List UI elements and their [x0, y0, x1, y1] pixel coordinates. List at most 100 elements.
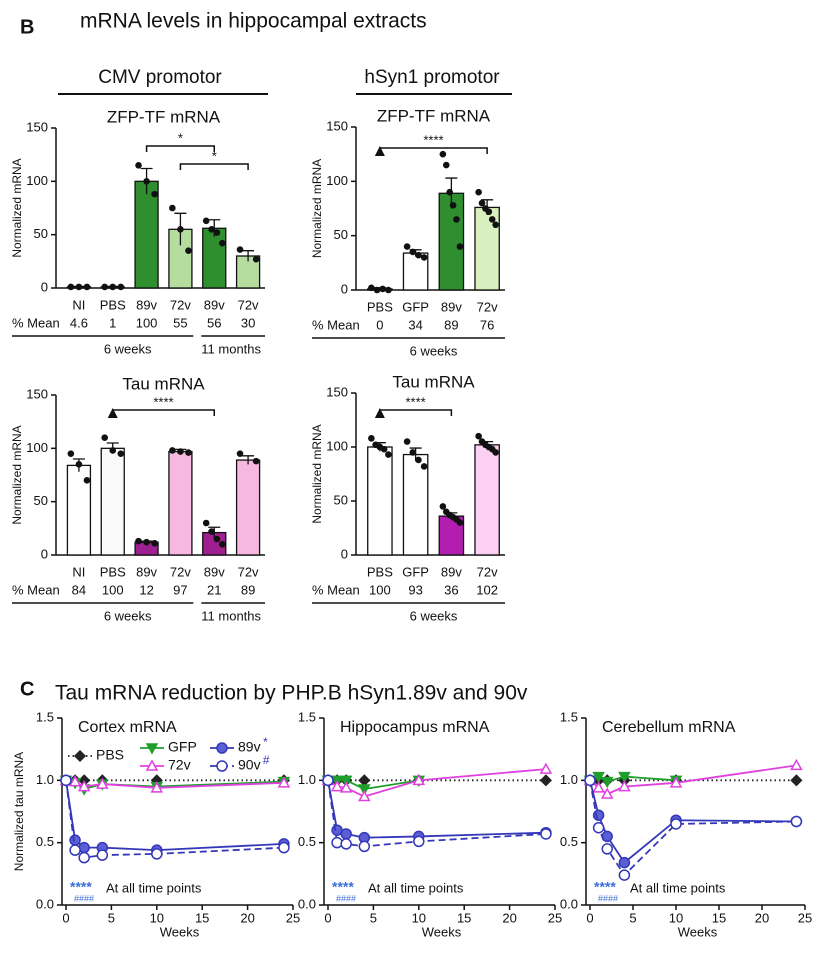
marker: [592, 809, 605, 821]
marker: [790, 758, 803, 771]
panel-title: mRNA levels in hippocampal extracts: [80, 10, 427, 33]
marker: [96, 777, 109, 789]
mean-label: 21: [207, 582, 221, 597]
mean-label: 89: [444, 317, 458, 332]
marker: [669, 776, 683, 788]
x-tick-label: 72v: [238, 297, 259, 312]
significance-label: ****: [423, 132, 443, 147]
data-point: [202, 519, 210, 527]
marker: [790, 815, 803, 828]
data-point: [446, 188, 453, 196]
data-point: [75, 461, 83, 468]
mean-label: 102: [476, 582, 498, 597]
bar: [438, 192, 465, 291]
x-tick-label: 0: [62, 910, 69, 925]
data-point: [453, 216, 460, 223]
legend-note: #: [263, 753, 270, 767]
data-point: [185, 449, 192, 456]
marker: [358, 784, 371, 796]
marker: [600, 776, 614, 789]
marker: [540, 828, 552, 840]
data-point: [252, 255, 260, 263]
data-point: [439, 150, 447, 158]
marker: [69, 844, 81, 856]
data-point: [385, 286, 392, 294]
mean-row-label: % Mean: [12, 582, 60, 597]
data-point: [409, 449, 417, 456]
x-tick-label: 20: [502, 910, 516, 925]
group-label: 6 weeks: [410, 343, 458, 358]
stat-label: ####: [598, 893, 618, 903]
mean-label: 84: [72, 582, 86, 597]
data-point: [415, 456, 422, 464]
y-tick-label: 1.5: [36, 709, 54, 724]
data-point: [385, 451, 392, 458]
marker: [73, 749, 87, 763]
data-point: [101, 283, 108, 291]
mean-label: 30: [241, 315, 255, 330]
marker: [618, 771, 631, 784]
data-point: [442, 161, 450, 169]
chart-title: ZFP-TF mRNA: [377, 106, 491, 125]
data-point: [236, 246, 244, 253]
arrowhead: [374, 146, 385, 156]
data-point: [135, 162, 142, 169]
mean-label: 4.6: [70, 315, 88, 330]
bar: [474, 444, 500, 556]
x-axis-label: Weeks: [678, 924, 718, 939]
data-point: [202, 217, 210, 225]
panel-title: Tau mRNA reduction by PHP.B hSyn1.89v an…: [55, 682, 528, 705]
y-tick-label: 100: [26, 173, 48, 188]
group-label: 11 months: [201, 341, 261, 356]
y-tick-label: 100: [326, 438, 348, 453]
significance-label: ****: [406, 394, 426, 409]
marker: [216, 742, 228, 754]
x-tick-label: PBS: [100, 564, 126, 579]
data-point: [75, 283, 83, 291]
section-title: hSyn1 promotor: [364, 67, 500, 88]
y-axis-label: Normalized tau mRNA: [12, 752, 26, 871]
data-point: [219, 541, 226, 548]
panel-label: C: [20, 678, 34, 700]
marker: [77, 780, 91, 792]
marker: [670, 818, 682, 830]
data-point: [109, 447, 117, 454]
significance-bracket: [112, 409, 215, 416]
marker: [339, 781, 353, 793]
x-tick-label: 5: [108, 910, 115, 925]
stat-label: ****: [594, 879, 616, 895]
stat-note: At all time points: [630, 880, 726, 895]
mean-row-label: % Mean: [312, 317, 360, 332]
data-point: [109, 283, 117, 291]
marker: [151, 848, 163, 860]
x-tick-label: 15: [195, 910, 209, 925]
y-tick-label: 0.5: [298, 834, 316, 849]
x-tick-label: 89v: [441, 299, 462, 314]
marker: [69, 834, 81, 846]
y-tick-label: 150: [326, 384, 348, 399]
marker: [145, 759, 159, 771]
stat-label: ####: [336, 893, 356, 903]
data-point: [67, 283, 75, 291]
y-tick-label: 50: [334, 227, 348, 242]
series-line: [327, 780, 546, 848]
marker: [322, 774, 334, 787]
marker: [216, 760, 228, 772]
x-tick-label: GFP: [402, 299, 429, 314]
marker: [339, 775, 353, 787]
y-tick-label: 150: [26, 386, 48, 401]
data-point: [415, 251, 422, 259]
mean-label: 100: [102, 582, 124, 597]
data-point: [213, 535, 221, 543]
marker: [78, 851, 90, 864]
data-point: [177, 226, 184, 233]
chart-title: Hippocampus mRNA: [340, 719, 490, 736]
data-point: [492, 221, 499, 229]
mean-label: 100: [136, 315, 158, 330]
marker: [358, 774, 371, 787]
marker: [539, 774, 552, 787]
data-point: [219, 239, 226, 247]
data-point: [403, 438, 411, 445]
y-tick-label: 1.5: [560, 709, 578, 724]
data-point: [449, 201, 457, 209]
